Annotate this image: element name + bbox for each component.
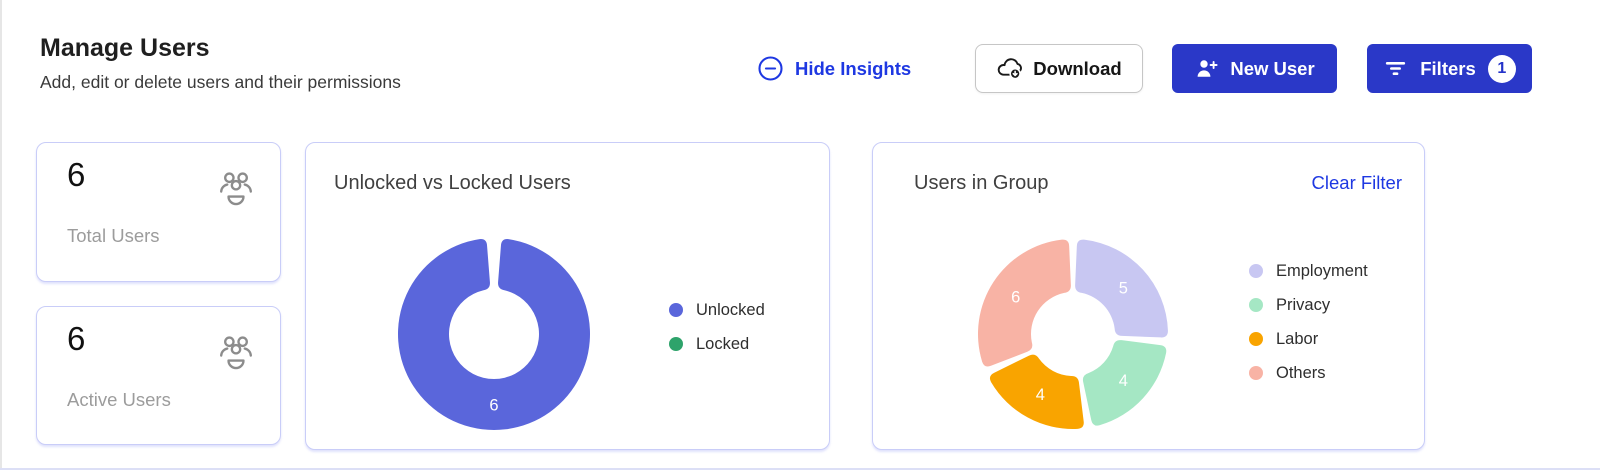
legend-item-others[interactable]: Others	[1249, 363, 1368, 383]
legend-dot	[669, 337, 683, 351]
legend-label: Unlocked	[696, 300, 765, 319]
person-plus-icon	[1197, 59, 1218, 77]
unlocked-vs-locked-title: Unlocked vs Locked Users	[334, 172, 571, 194]
legend-label: Locked	[696, 334, 750, 353]
filters-label: Filters	[1420, 57, 1476, 79]
active-users-card: 6 Active Users	[36, 306, 281, 445]
legend-label: Labor	[1276, 329, 1319, 348]
donut-segment-employment[interactable]	[1075, 239, 1168, 338]
hide-insights-label: Hide Insights	[795, 57, 912, 79]
filter-icon	[1386, 61, 1406, 76]
clear-filter-link[interactable]: Clear Filter	[1311, 172, 1402, 193]
unlocked-vs-locked-card: Unlocked vs Locked Users 6 Unlocked Locke…	[305, 142, 830, 450]
unlocked-vs-locked-donut-chart: 6	[398, 239, 590, 431]
users-group-icon	[220, 172, 252, 206]
page-subtitle: Add, edit or delete users and their perm…	[40, 72, 401, 92]
minus-circle-icon	[758, 56, 783, 81]
legend-item-labor[interactable]: Labor	[1249, 329, 1368, 349]
legend-item-employment[interactable]: Employment	[1249, 261, 1368, 281]
donut-segment-privacy[interactable]	[1082, 340, 1167, 426]
legend-dot	[1249, 264, 1263, 278]
total-users-card: 6 Total Users	[36, 142, 281, 282]
new-user-label: New User	[1230, 57, 1315, 79]
active-users-value: 6	[67, 320, 86, 357]
legend-item-privacy[interactable]: Privacy	[1249, 295, 1368, 315]
legend-dot	[1249, 332, 1263, 346]
donut-value-label: 4	[1119, 372, 1128, 390]
active-users-label: Active Users	[67, 389, 171, 410]
donut-value-label: 6	[489, 396, 498, 414]
unlocked-vs-locked-legend: Unlocked Locked	[669, 300, 765, 354]
donut-segment-labor[interactable]	[989, 354, 1084, 429]
legend-label: Employment	[1276, 261, 1368, 280]
filters-button[interactable]: Filters 1	[1367, 44, 1532, 93]
download-label: Download	[1033, 57, 1122, 79]
donut-value-label: 6	[1011, 288, 1020, 306]
users-in-group-card: Users in Group Clear Filter 5 4 4 6 Employm…	[872, 142, 1425, 450]
donut-segment-unlocked[interactable]	[398, 239, 590, 431]
legend-label: Others	[1276, 363, 1326, 382]
total-users-value: 6	[67, 156, 86, 193]
users-in-group-title: Users in Group	[914, 172, 1049, 194]
donut-value-label: 4	[1036, 386, 1045, 404]
donut-value-label: 5	[1119, 279, 1128, 297]
cloud-download-icon	[998, 58, 1023, 80]
new-user-button[interactable]: New User	[1172, 44, 1337, 93]
donut-segment-others[interactable]	[977, 239, 1071, 367]
filters-count-badge: 1	[1487, 54, 1516, 83]
legend-dot	[1249, 298, 1263, 312]
page-title: Manage Users	[40, 34, 210, 62]
users-in-group-legend: Employment Privacy Labor Others	[1249, 261, 1368, 383]
download-button[interactable]: Download	[975, 44, 1143, 93]
users-group-icon	[220, 336, 252, 370]
legend-dot	[1249, 366, 1263, 380]
hide-insights-link[interactable]: Hide Insights	[757, 44, 911, 93]
legend-dot	[669, 303, 683, 317]
legend-item-unlocked[interactable]: Unlocked	[669, 300, 765, 320]
legend-label: Privacy	[1276, 295, 1331, 314]
legend-item-locked[interactable]: Locked	[669, 334, 765, 354]
total-users-label: Total Users	[67, 225, 160, 246]
users-in-group-donut-chart: 5 4 4 6	[977, 239, 1168, 429]
left-divider	[0, 0, 2, 468]
